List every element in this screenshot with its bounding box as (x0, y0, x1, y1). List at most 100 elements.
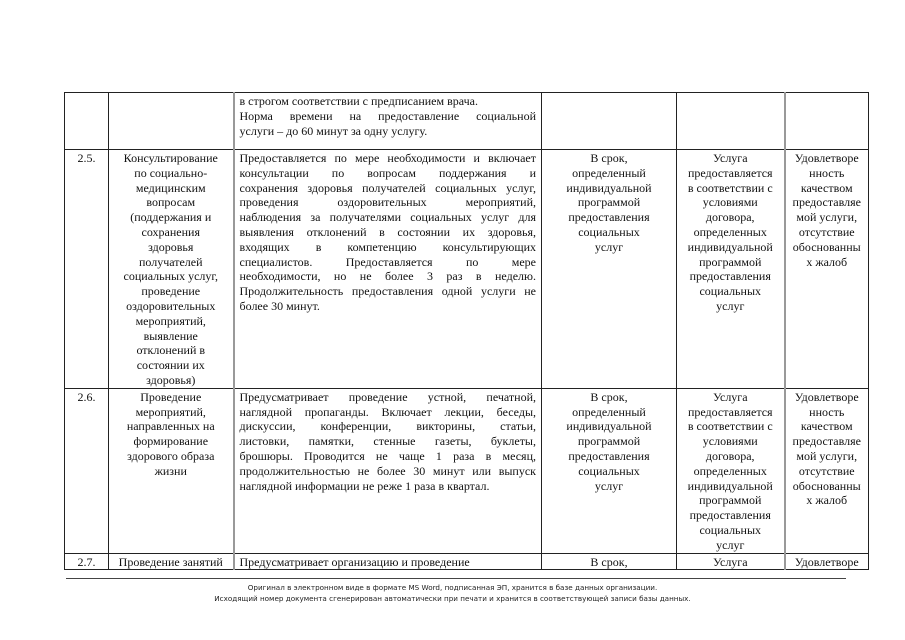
service-term (541, 92, 677, 150)
text-line: получателей (138, 254, 203, 269)
text-line: х жалоб (806, 493, 848, 508)
text-line: услуги – до 60 минут за одну услугу. (239, 123, 428, 138)
footer-line-2: Исходящий номер документа сгенерирован а… (214, 594, 691, 603)
text-line: В срок, (590, 389, 628, 404)
text-line: предоставления (689, 508, 771, 523)
text-line: мой услуги, (796, 210, 858, 225)
text-line: определенных (693, 224, 767, 239)
service-conditions: Услуга (676, 552, 785, 571)
services-table: в строгом соответствии с предписанием вр… (64, 92, 869, 571)
text-line: условиями (702, 195, 758, 210)
text-line: Услуга (712, 151, 748, 165)
text-line: Предоставляется по мере необходимости и … (239, 151, 537, 165)
row-number: 2.7. (64, 552, 109, 571)
text-line: медицинским (135, 180, 206, 195)
text-line: индивидуальной (687, 478, 773, 493)
text-line: услуг (716, 537, 745, 552)
row-number (64, 92, 109, 150)
text-line: Консультирование (123, 151, 218, 165)
text-line: предоставляе (792, 195, 861, 210)
text-line: социальных (578, 224, 640, 239)
text-line: программой (577, 195, 641, 210)
text-line: состоянии их (136, 358, 205, 373)
text-line: оздоровительных (126, 298, 216, 313)
text-line: мой услуги, (796, 448, 858, 463)
text-line: наглядной пропаганды. Включает лекции, б… (239, 404, 537, 419)
text-line: выявления отклонений в состоянии их здор… (239, 224, 537, 239)
service-conditions: Услуга предоставляется в соответствии с усл… (676, 149, 785, 389)
text-line: в строгом соответствии с предписанием вр… (239, 94, 478, 108)
text-line: Проведение занятий (118, 554, 223, 569)
text-line: здоровья) (146, 372, 196, 387)
text-line: вопросам (146, 195, 196, 210)
service-conditions: Услуга предоставляется в соответствии с усл… (676, 387, 785, 554)
text-line: Услуга (712, 389, 748, 404)
text-line: предоставляется (687, 165, 773, 180)
service-name: Консультирование по социально-медицинским… (108, 149, 234, 389)
text-line: листовки, памятки, стенные газеты, букле… (239, 434, 537, 449)
service-term: В срок, определенный индивидуальной програм… (541, 387, 677, 554)
text-line: Услуга (712, 554, 748, 569)
text-line: специалистов. Предоставляется по мере (239, 254, 537, 269)
text-line: индивидуальной (687, 239, 773, 254)
text-line: условиями (702, 434, 758, 449)
text-line: наблюдения за получателями социальных ус… (239, 210, 537, 225)
text-line: определенный (572, 404, 646, 419)
text-line: программой (577, 434, 641, 449)
text-line: здорового образа (127, 448, 215, 463)
text-line: наглядной информации не реже 1 раза в кв… (239, 478, 490, 493)
text-line: Предусматривает проведение устной, печат… (239, 389, 537, 404)
text-line: сохранения здоровья получателей социальн… (239, 180, 537, 195)
text-line: отсутствие (798, 463, 855, 478)
text-line: отклонений в (136, 343, 206, 358)
text-line: услуг (594, 239, 624, 254)
text-line: необходимости, но не более 3 раз в недел… (239, 269, 537, 284)
row-number: 2.6. (64, 387, 109, 554)
service-term: В срок, определенный индивидуальной програм… (541, 149, 677, 389)
table-row: 2.6. Проведение мероприятий, направленных н… (64, 387, 869, 554)
text-line: индивидуальной (566, 180, 652, 195)
text-line: предоставления (568, 210, 650, 225)
text-line: нность (809, 404, 845, 419)
text-line: консультации по вопросам поддержания и (239, 165, 537, 180)
service-name (108, 92, 234, 150)
text-line: направленных на (126, 419, 215, 434)
text-line: индивидуальной (566, 419, 652, 434)
text-line: более 30 минут. (239, 298, 320, 313)
text-line: предоставляе (792, 434, 861, 449)
table-row: в строгом соответствии с предписанием вр… (64, 92, 869, 150)
footer-divider (66, 578, 846, 579)
service-description: Предоставляется по мере необходимости и … (232, 149, 542, 389)
text-line: Удовлетворе (794, 389, 859, 404)
text-line: формирование (133, 434, 209, 449)
row-number: 2.5. (64, 149, 109, 389)
text-line: сохранения (141, 224, 200, 239)
text-line: социальных (699, 522, 762, 537)
text-line: определенных (693, 463, 767, 478)
service-name: Проведение мероприятий, направленных на фор… (108, 387, 234, 554)
text-line: в соответствии с (687, 180, 773, 195)
text-line: качеством (800, 180, 853, 195)
text-line: обоснованны (792, 239, 861, 254)
text-line: в соответствии с (687, 419, 773, 434)
quality-criteria: Удовлетворе нность качеством предоставляе мо… (783, 387, 869, 554)
text-line: социальных услуг, (123, 269, 218, 284)
text-line: услуг (594, 478, 624, 493)
text-line: договора, (705, 448, 755, 463)
quality-criteria: Удовлетворе (783, 552, 869, 571)
table-row: 2.5. Консультирование по социально-медицин… (64, 149, 869, 389)
text-line: мероприятий, (135, 313, 206, 328)
text-line: продолжительностью не более 30 минут или… (239, 463, 537, 478)
text-line: В срок, (590, 554, 628, 569)
text-line: проведение (141, 284, 201, 299)
text-line: брошюры. Проводится не чаще 1 раза в мес… (239, 448, 537, 463)
text-line: Проведение (140, 389, 202, 404)
service-term: В срок, (541, 552, 677, 571)
service-description: Предусматривает организацию и проведение (232, 552, 542, 571)
text-line: Продолжительность предоставления одной у… (239, 284, 537, 299)
text-line: входящих в компетенцию консультирующих (239, 239, 537, 254)
text-line: программой (699, 254, 762, 269)
text-line: Удовлетворе (794, 554, 859, 569)
quality-criteria (783, 92, 869, 150)
quality-criteria: Удовлетворе нность качеством предоставляе мо… (783, 149, 869, 389)
